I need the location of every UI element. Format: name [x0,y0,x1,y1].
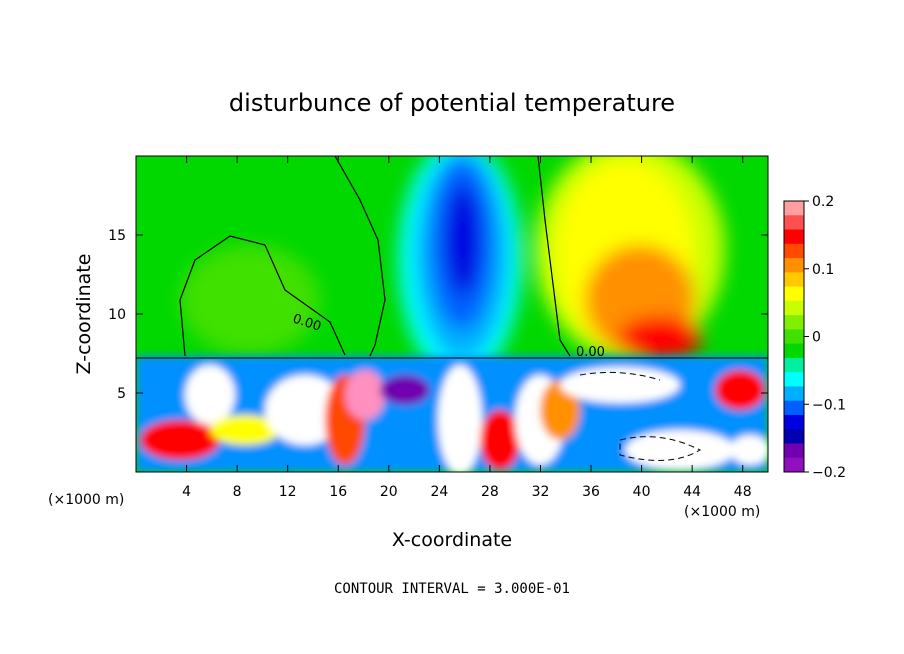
boundary-layer [136,356,768,472]
x-tick-label: 48 [734,484,752,500]
colorbar-segment [784,457,804,473]
x-tick-label: 24 [430,484,448,500]
y-axis-ticks: 5 10 15 [108,228,768,402]
y-tick-label: 15 [108,228,126,244]
x-axis-ticks: 4 8 12 16 20 24 28 32 36 40 44 48 [182,156,752,500]
colorbar-tick-label: 0 [812,330,821,346]
colorbar-segment [784,329,804,345]
colorbar-segment [784,429,804,444]
x-tick-label: 28 [481,484,499,500]
x-tick-label: 12 [279,484,297,500]
colorbar-segment [784,201,804,216]
dark-blue-core [445,185,481,295]
colorbar-segment [784,386,804,402]
colorbar-segment [784,357,804,373]
light-green-region-left [180,245,320,355]
colorbar-segment [784,258,804,273]
colorbar-segment [784,372,804,387]
colorbar-segment [784,272,804,288]
zero-contour-left [179,235,346,357]
colorbar-segment [784,286,804,302]
plot-area [136,156,768,472]
y-tick-label: 5 [117,386,126,402]
x-tick-label: 44 [683,484,701,500]
y-tick-label: 10 [108,307,126,323]
upper-field-blobs [180,156,725,380]
colorbar-segment [784,443,804,459]
colorbar-segment [784,243,804,259]
colorbar-segment [784,300,804,316]
colorbar-segment [784,414,804,430]
x-tick-label: 20 [380,484,398,500]
dashed-contour-a [619,436,702,461]
y-axis-label: Z-coordinate [73,254,95,375]
colorbar-segment [784,215,804,231]
x-tick-label: 16 [329,484,347,500]
x-tick-label: 4 [182,484,191,500]
colorbar-segment [784,315,804,330]
zero-contour-right [537,156,571,357]
x-tick-label: 32 [532,484,550,500]
y-unit-label: (×1000 m) [48,492,124,508]
colorbar [783,200,805,473]
colorbar-segment [784,343,804,359]
x-tick-label: 8 [233,484,242,500]
chart-title: disturbunce of potential temperature [229,89,675,117]
colorbar-segment [784,400,804,416]
zero-contour-upper [334,156,386,357]
x-tick-label: 36 [582,484,600,500]
x-unit-label: (×1000 m) [684,504,760,520]
colorbar-tick-label: 0.2 [812,194,834,210]
colorbar-tick-label: −0.2 [812,465,846,481]
colorbar-segment [784,229,804,245]
x-axis-label: X-coordinate [392,529,512,551]
red-core [618,316,702,360]
contour-label-right: 0.00 [576,345,605,360]
colorbar-ticks: 0.2 0.1 0 −0.1 −0.2 [804,194,846,481]
x-tick-label: 40 [633,484,651,500]
colorbar-tick-label: −0.1 [812,397,846,413]
colorbar-tick-label: 0.1 [812,262,834,278]
contour-interval-note: CONTOUR INTERVAL = 3.000E-01 [334,581,570,597]
dashed-contour-b [579,371,661,381]
